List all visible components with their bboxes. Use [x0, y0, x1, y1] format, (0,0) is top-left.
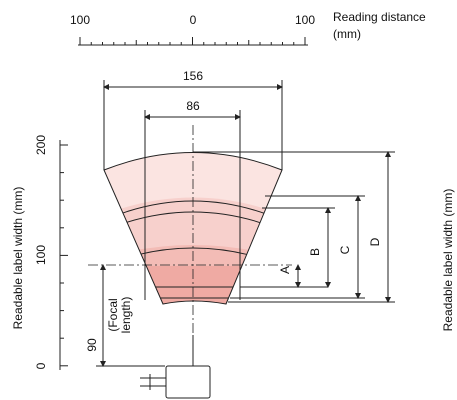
- ruler-title: (mm): [333, 27, 361, 41]
- axis-title: Readable label width (mm): [11, 187, 25, 330]
- dimension-label: 86: [186, 99, 200, 113]
- range-label: B: [308, 248, 322, 256]
- dimension-label: 156: [183, 69, 203, 83]
- left-axis: 200 100 0 Readable label width (mm): [11, 135, 68, 370]
- right-axis-title: Readable label width (mm): [441, 189, 455, 332]
- ruler-title: Reading distance: [333, 10, 426, 24]
- range-label: D: [368, 237, 382, 246]
- focal-label: 90: [85, 338, 99, 352]
- focal-label: length): [119, 297, 133, 334]
- axis-label: 100: [34, 245, 48, 265]
- ruler-label: 0: [190, 13, 197, 27]
- range-label: C: [338, 245, 352, 254]
- axis-label: 0: [34, 362, 48, 369]
- range-label: A: [278, 266, 292, 274]
- ruler-label: 100: [295, 13, 315, 27]
- focal-label: (Focal: [106, 298, 120, 331]
- axis-label: 200: [34, 135, 48, 155]
- top-ruler: 100 0 100 Reading distance (mm): [70, 10, 426, 46]
- ruler-label: 100: [70, 13, 90, 27]
- reader-icon: [140, 335, 211, 399]
